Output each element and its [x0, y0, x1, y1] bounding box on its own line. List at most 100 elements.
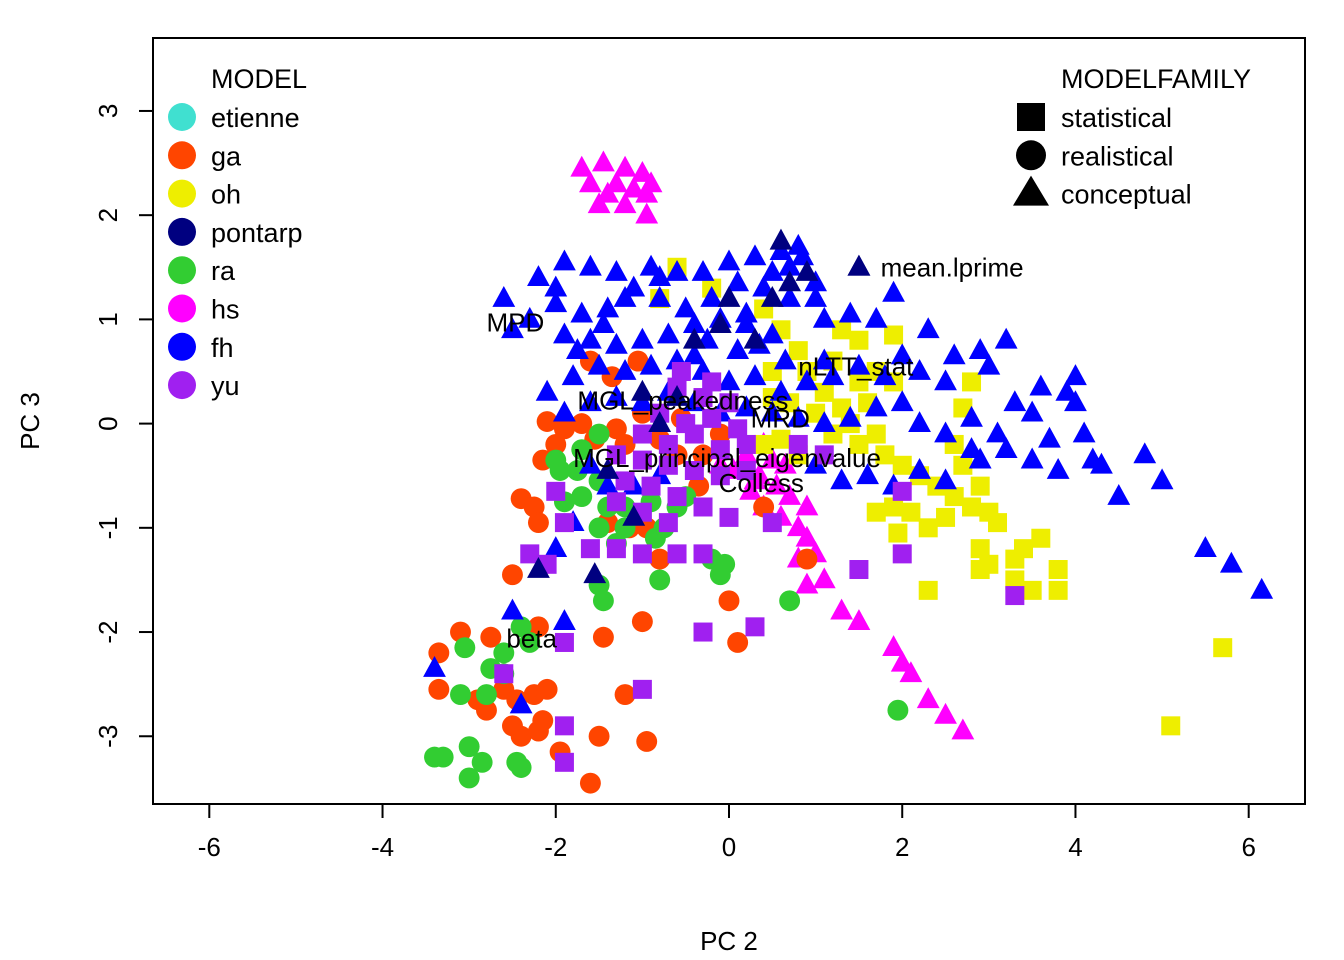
point-ga [718, 590, 740, 612]
annotation-label: beta [506, 623, 557, 653]
point-fh [544, 536, 568, 558]
point-ga [502, 564, 523, 586]
point-ga [480, 626, 502, 648]
point-oh [988, 513, 1008, 533]
point-oh [884, 497, 904, 517]
point-yu [632, 679, 652, 699]
point-pontarp [665, 385, 689, 406]
point-fh [1029, 374, 1053, 396]
point-fh [1072, 421, 1096, 443]
point-ga [592, 626, 614, 648]
point-yu [814, 445, 834, 465]
point-oh [1031, 528, 1051, 548]
legend-shape-statistical [1017, 103, 1045, 131]
point-fh [592, 312, 615, 333]
point-fh [518, 306, 542, 328]
annotation-label: MGL_principal_eigenvalue [573, 443, 881, 473]
point-fh [553, 400, 576, 422]
point-oh [901, 502, 921, 522]
point-fh [778, 254, 802, 276]
point-ra [510, 616, 532, 638]
point-oh [892, 455, 912, 475]
point-fh [890, 343, 914, 365]
legend-label-hs: hs [211, 295, 240, 325]
point-fh [639, 353, 663, 375]
point-yu [849, 560, 869, 580]
point-yu [710, 440, 730, 460]
point-fh [1055, 379, 1079, 401]
point-oh [754, 434, 774, 454]
point-ga [428, 642, 450, 664]
point-fh [665, 259, 689, 281]
point-hs [778, 484, 802, 505]
legend-family-title: MODELFAMILY [1061, 64, 1251, 94]
point-yu [736, 461, 756, 481]
point-annotations: mean.lprime MPD nLTT_stat MGL_peakednessMRD… [486, 252, 1023, 653]
point-fh [786, 405, 810, 427]
point-ra [887, 699, 909, 721]
x-tick-label: -6 [198, 832, 221, 862]
point-pontarp [596, 457, 620, 479]
point-oh [849, 434, 869, 454]
point-pontarp [648, 411, 672, 432]
point-yu [762, 513, 782, 533]
point-fh [1020, 447, 1044, 469]
point-fh [648, 265, 672, 287]
point-pontarp [682, 327, 706, 349]
point-yu [710, 466, 730, 486]
point-pontarp [527, 556, 550, 578]
legend-shape-realistical [1016, 140, 1046, 171]
point-fh [968, 338, 992, 360]
point-pontarp [743, 327, 767, 349]
point-fh [864, 306, 888, 328]
point-yu [658, 455, 678, 475]
point-fh [639, 254, 663, 276]
point-fh [743, 244, 767, 266]
point-yu [702, 372, 722, 392]
point-fh [561, 364, 585, 386]
legend-swatch-ga [168, 141, 196, 170]
point-oh [918, 518, 938, 538]
point-ga [579, 772, 601, 794]
x-tick-label: -2 [544, 832, 567, 862]
y-tick-label: 0 [93, 416, 123, 430]
point-fh [838, 405, 862, 427]
point-yu [702, 408, 722, 428]
point-fh [1250, 577, 1274, 599]
point-ra [450, 684, 471, 706]
x-axis: -6 -4 -2 0 2 4 6 [198, 803, 1256, 862]
legend-label-statistical: statistical [1061, 103, 1172, 133]
point-fh [856, 463, 879, 485]
point-fh [1003, 390, 1027, 412]
point-fh [613, 286, 637, 307]
point-ga [631, 611, 653, 633]
point-fh [960, 437, 983, 459]
point-ga [510, 725, 532, 747]
point-ra [588, 423, 610, 445]
point-fh [791, 244, 815, 266]
point-ra [458, 736, 480, 758]
point-yu [615, 471, 635, 491]
point-yu [719, 393, 739, 413]
point-yu [693, 388, 713, 408]
point-yu [892, 481, 912, 501]
point-yu [641, 476, 661, 496]
point-oh [1048, 560, 1068, 580]
point-yu [658, 513, 678, 533]
point-fh [1133, 442, 1157, 464]
point-hs [882, 635, 905, 657]
y-axis: -3 -2 -1 0 1 2 3 [93, 104, 154, 748]
point-fh [882, 280, 905, 302]
point-oh [936, 507, 956, 527]
point-yu [606, 445, 626, 465]
point-pontarp [622, 504, 646, 526]
annotation-label: Colless [719, 468, 804, 498]
legend-swatch-oh [168, 179, 196, 208]
point-yu [745, 617, 765, 637]
point-fh [1046, 457, 1070, 479]
point-ra [549, 460, 571, 481]
point-ga [532, 710, 554, 732]
legend-modelfamily: MODELFAMILY statistical realistical concept… [1013, 64, 1251, 210]
point-fh [726, 338, 750, 360]
point-oh [970, 560, 990, 580]
